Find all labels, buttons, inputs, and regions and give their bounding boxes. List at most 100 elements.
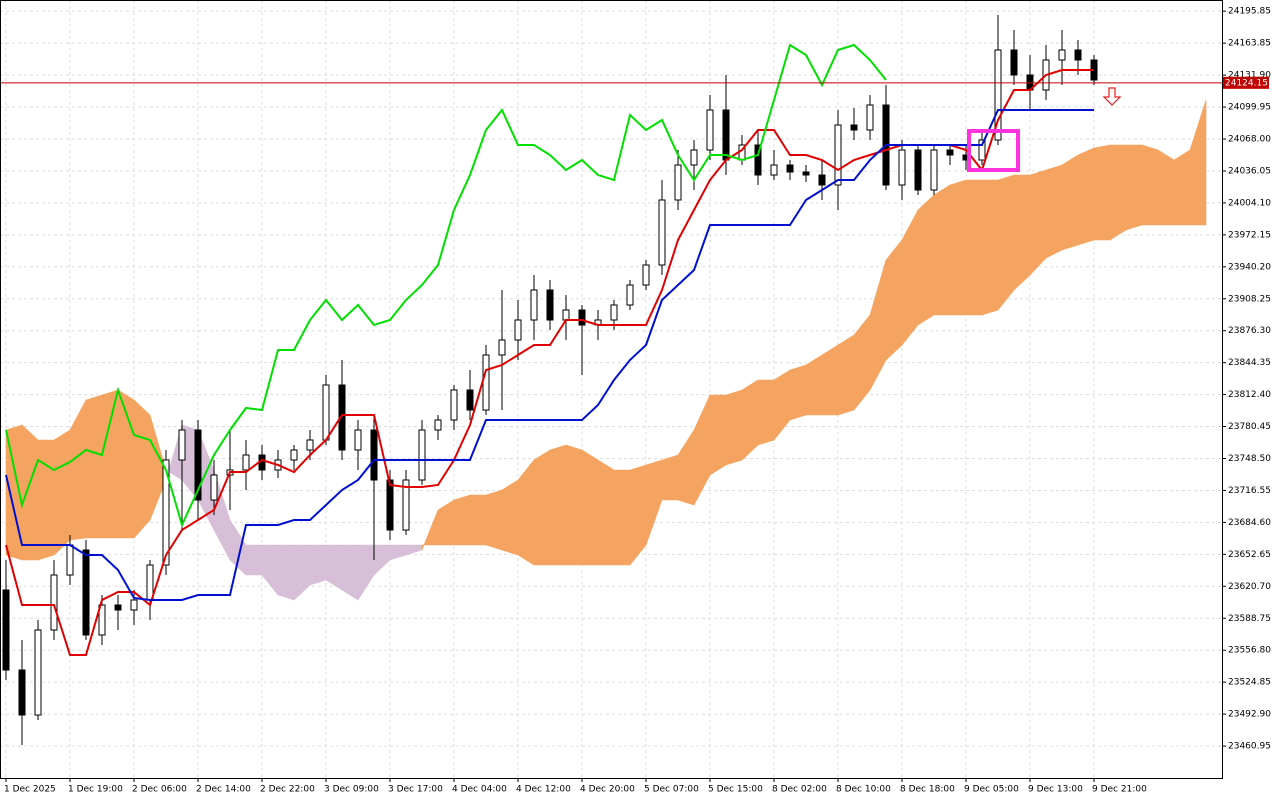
cloud-segment [405,544,423,556]
y-tick-label: 23844.35 [1228,358,1271,368]
candle-body [322,384,330,441]
cloud-segment [341,544,359,601]
y-tick-label: 23908.25 [1228,294,1271,304]
candle-body [706,109,714,151]
cloud-segment [981,179,999,316]
cloud-segment [325,544,343,591]
candle-body [386,479,394,531]
cloud-segment [773,369,791,441]
x-tick-label: 4 Dec 12:00 [516,785,571,795]
cloud-segment [229,518,247,576]
cloud-segment [917,194,935,326]
candle-body [642,264,650,286]
cloud-segment [357,544,375,602]
candle-body [850,124,858,131]
candle-body [866,104,874,131]
x-tick-label: 8 Dec 18:00 [900,785,955,795]
cloud-segment [485,489,503,551]
x-tick-label: 5 Dec 15:00 [708,785,763,795]
y-tick-label: 23940.20 [1228,262,1271,272]
last-price-label: 24124.15 [1225,78,1268,88]
candle-body [2,589,10,671]
y-tick-label: 24099.95 [1228,103,1271,113]
candle-body [818,174,826,186]
candle-body [130,599,138,611]
sell-arrow [1102,87,1122,106]
cloud-segment [1045,164,1063,259]
cloud-segment [277,544,295,601]
candle-body [802,171,810,176]
cloud-segment [1141,144,1159,226]
y-tick-label: 23780.45 [1228,422,1271,432]
candle-body [434,419,442,431]
cloud-segment [85,394,103,539]
cloud-segment [837,334,855,416]
candle-body [658,199,666,266]
candle-body [690,149,698,166]
axes: 24195.85 24163.85 24131.90 24099.95 24068.00… [4,7,1271,795]
cloud-segment [133,399,151,539]
candle-body [610,304,618,321]
highlight-box [967,129,1020,172]
candle-body [674,164,682,201]
cloud-segment [37,439,55,561]
cloud-segment [949,179,967,316]
x-tick-label: 1 Dec 19:00 [68,785,123,795]
candle-body [194,429,202,501]
cloud-segment [821,344,839,416]
cloud-segment [1173,149,1191,226]
x-tick-label: 3 Dec 17:00 [388,785,443,795]
candle-body [498,339,506,356]
candle-body [370,429,378,481]
candle-body [482,354,490,411]
y-tick-label: 23652.65 [1228,550,1271,560]
candle-body [754,144,762,176]
cloud-segment [1157,149,1175,226]
candle-body [338,384,346,451]
y-tick-label: 24163.85 [1228,39,1271,49]
x-tick-label: 8 Dec 02:00 [772,785,827,795]
grid [0,0,1222,778]
y-tick-label: 23492.90 [1228,710,1271,720]
cloud-segment [933,184,951,316]
x-tick-label: 9 Dec 21:00 [1092,785,1147,795]
candle-body [898,149,906,186]
y-tick-label: 23876.30 [1228,326,1271,336]
cloud-segment [101,389,119,539]
cloud-segment [613,469,631,566]
cloud-segment [53,429,71,556]
cloud-segment [901,209,919,346]
candles [2,15,1098,745]
candle-body [994,49,1002,141]
candle-body [770,164,778,176]
candle-body [418,429,426,481]
x-tick-label: 1 Dec 2025 [4,785,56,795]
candle-body [1010,49,1018,76]
cloud-segment [789,364,807,421]
candle-body [18,669,26,716]
candle-body [146,564,154,601]
cloud-segment [245,544,263,576]
candle-body [34,629,42,716]
candle-body [402,479,410,531]
cloud-segment [869,259,887,391]
candle-body [834,124,842,186]
cloud-segment [565,444,583,566]
candle-body [98,604,106,636]
x-tick-label: 4 Dec 20:00 [580,785,635,795]
candle-body [946,149,954,156]
candle-body [578,309,586,326]
candle-body [1058,49,1066,61]
y-tick-label: 23812.40 [1228,390,1271,400]
y-tick-label: 23748.50 [1228,454,1271,464]
candle-body [82,549,90,636]
candle-body [162,459,170,566]
x-tick-label: 5 Dec 07:00 [644,785,699,795]
y-tick-label: 23588.75 [1228,614,1271,624]
cloud-segment [437,499,455,546]
last-price-box [1223,76,1269,89]
cloud-segment [293,544,311,601]
candle-body [930,149,938,191]
cloud-segment [1125,144,1143,231]
candle-body [1074,49,1082,61]
